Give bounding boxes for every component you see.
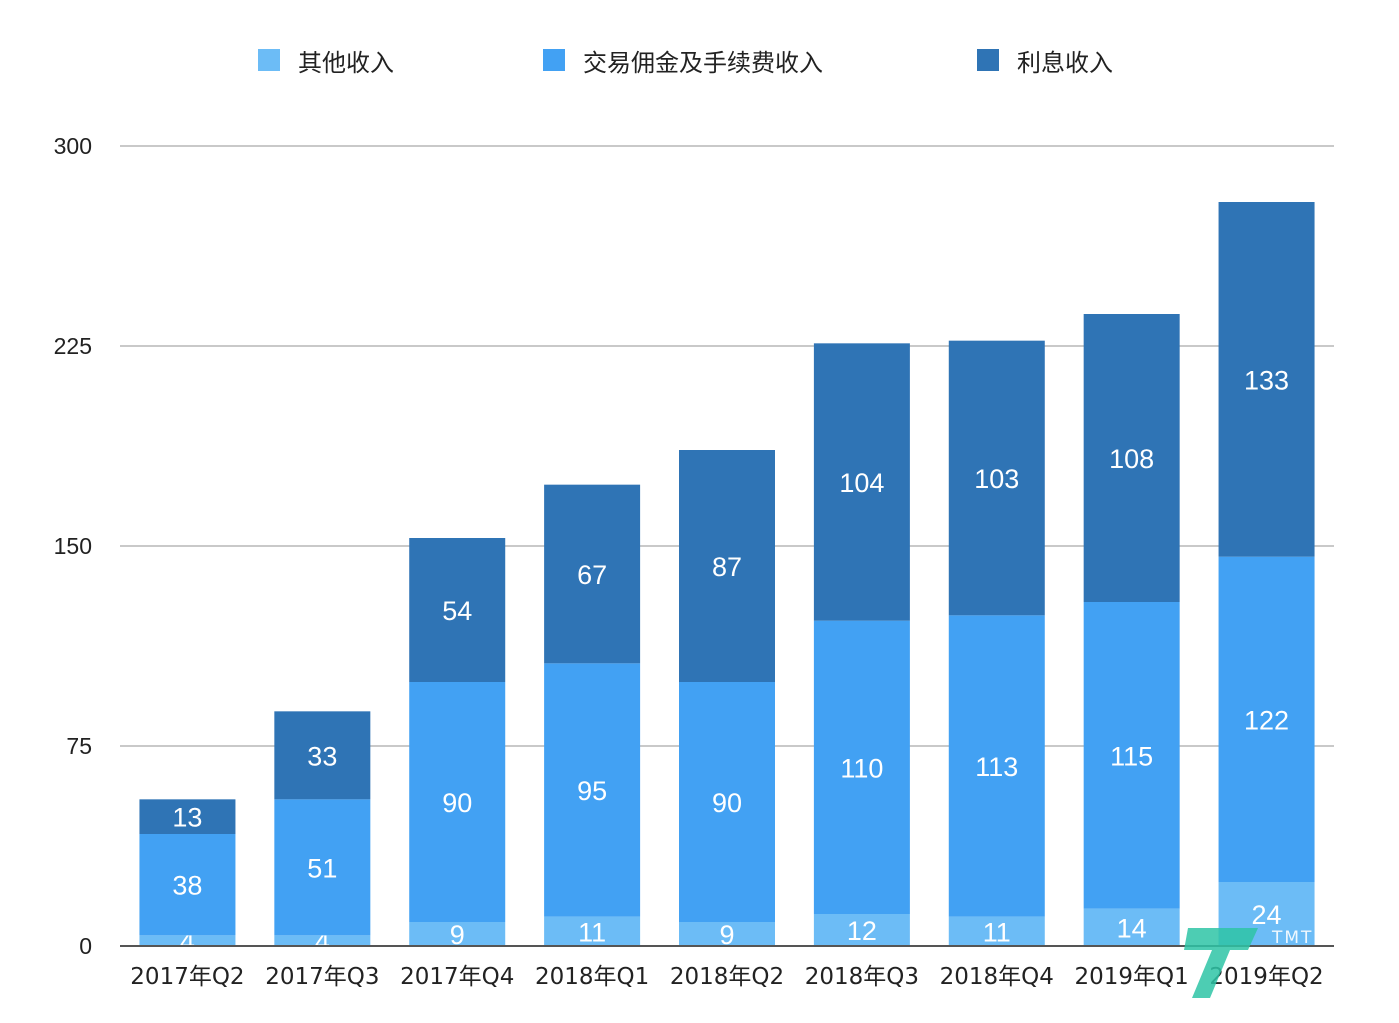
data-label: 11 [578,917,606,947]
legend-label: 交易佣金及手续费收入 [583,48,823,77]
data-label: 11 [983,917,1011,947]
data-label: 133 [1244,365,1289,395]
legend-item: 其他收入 [258,40,394,80]
x-tick-label: 2017年Q4 [400,964,514,990]
x-tick-label: 2017年Q3 [265,964,379,990]
data-label: 108 [1109,444,1154,474]
data-label: 13 [172,803,202,833]
legend-label: 其他收入 [298,48,394,77]
data-label: 67 [577,560,607,590]
bar-segment [813,343,910,621]
data-label: 12 [847,916,877,946]
data-label: 9 [450,920,465,950]
bar-segment [948,615,1045,917]
bar-segment [274,799,371,936]
data-label: 38 [172,871,202,901]
x-tick-label: 2018年Q2 [670,964,784,990]
bar-segment [274,935,371,946]
watermark: TMTPOST [1184,920,1374,1000]
data-label: 122 [1244,705,1289,735]
bar-segment [679,922,775,946]
x-tick-label: 2017年Q2 [130,964,244,990]
x-tick-label: 2019年Q2 [1209,964,1323,990]
data-label: 9 [719,920,734,950]
data-label: 87 [712,552,742,582]
legend-swatch [543,49,565,71]
legend-swatch [977,49,999,71]
watermark-text: TMTPOST [1272,928,1367,948]
bar-segment [948,340,1045,616]
data-label: 54 [442,596,472,626]
y-tick-label: 300 [54,133,92,159]
x-tick-label: 2018年Q4 [940,964,1054,990]
bar-segment [409,538,506,682]
data-label: 110 [840,753,883,783]
bar-segment [409,922,506,946]
bar-segment [544,916,641,946]
y-tick-label: 150 [54,533,92,559]
bar-segment [139,834,236,936]
data-label: 90 [712,788,742,818]
data-label: 33 [307,741,337,771]
bar-segment [813,620,910,914]
y-tick-label: 0 [79,933,92,959]
bar-segment [1083,908,1180,946]
bar-segment [139,935,236,946]
data-label: 113 [975,752,1018,782]
data-label: 115 [1110,741,1153,771]
legend-item: 交易佣金及手续费收入 [543,40,823,80]
x-tick-label: 2018年Q3 [805,964,919,990]
x-tick-label: 2019年Q1 [1075,964,1189,990]
bar-segment [813,914,910,946]
y-tick-label: 75 [66,733,92,759]
x-tick-label: 2018年Q1 [535,964,649,990]
y-tick-label: 225 [54,333,92,359]
bar-segment [409,682,506,922]
bar-segment [139,799,236,834]
data-label: 104 [839,468,884,498]
bar-segment [544,484,641,664]
bar-segment [1218,556,1315,882]
data-label: 90 [442,788,472,818]
data-label: 103 [974,464,1019,494]
bar-segment [274,711,371,800]
legend-label: 利息收入 [1017,48,1113,77]
data-label: 95 [577,776,607,806]
tmtpost-logo-icon [1184,928,1258,998]
legend-swatch [258,49,280,71]
bar-segment [679,450,775,682]
bar-segment [679,682,775,922]
bar-segment [1083,314,1180,602]
data-label: 14 [1117,913,1147,943]
bar-segment [544,663,641,917]
data-label: 51 [307,853,337,883]
bar-segment [1218,202,1315,557]
chart-legend: 其他收入 交易佣金及手续费收入 利息收入 [0,40,1399,80]
bar-segment [948,916,1045,946]
bar-segment [1083,602,1180,909]
data-label: 24 [1252,900,1282,930]
legend-item: 利息收入 [977,40,1113,80]
